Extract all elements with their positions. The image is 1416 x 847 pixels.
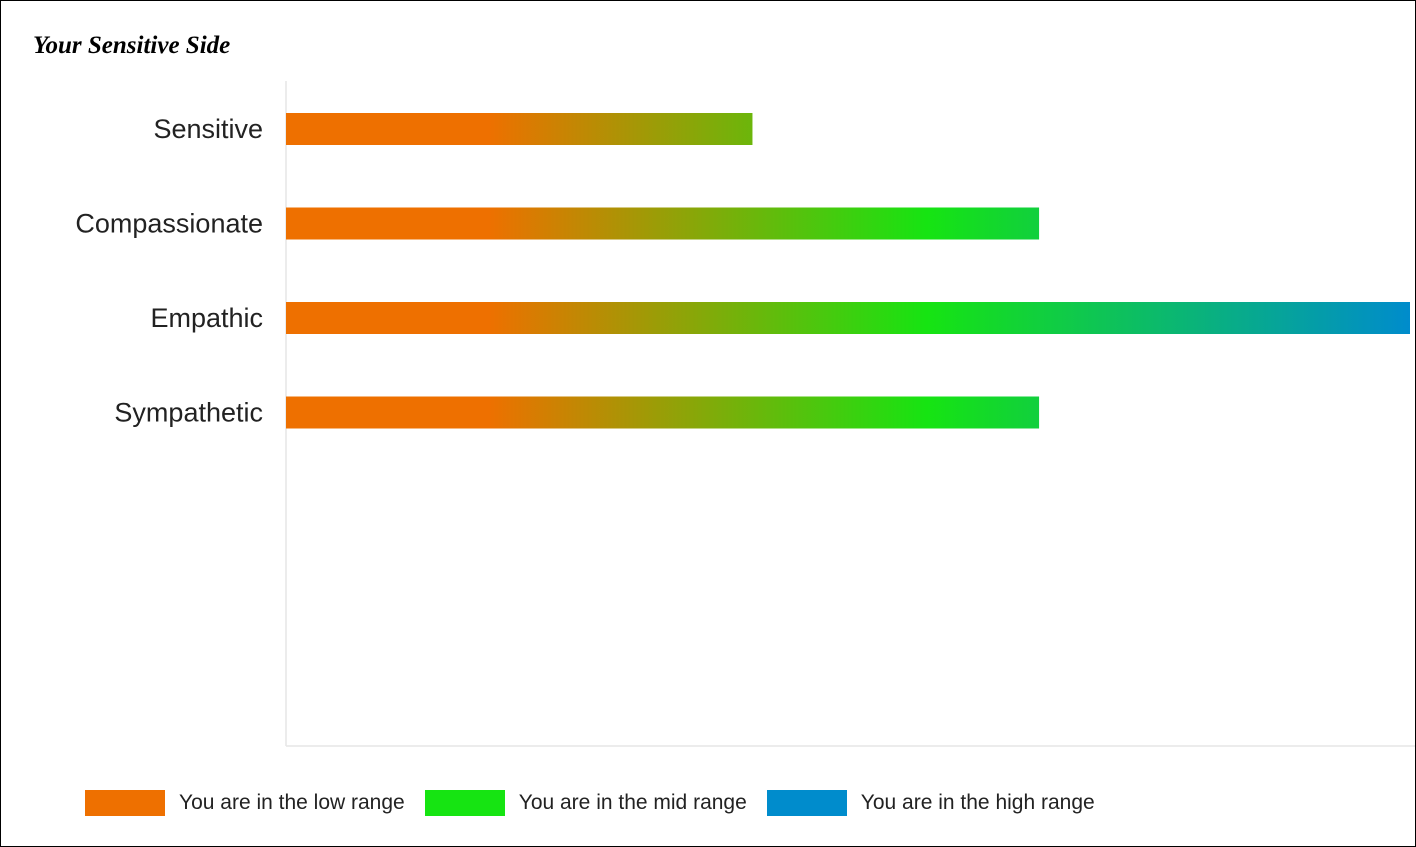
category-label-sympathetic: Sympathetic bbox=[114, 398, 263, 428]
legend-swatch-low bbox=[85, 790, 165, 816]
legend-swatch-mid bbox=[424, 790, 505, 816]
bar-sympathetic bbox=[286, 396, 1040, 429]
legend-label-mid: You are in the mid range bbox=[518, 791, 747, 814]
legend-item-low: You are in the low range bbox=[85, 790, 405, 816]
category-label-compassionate: Compassionate bbox=[75, 209, 263, 239]
category-label-sensitive: Sensitive bbox=[153, 114, 263, 144]
bar-sensitive bbox=[286, 113, 753, 145]
chart-title: Your Sensitive Side bbox=[33, 32, 231, 59]
chart-legend: You are in the low range You are in the … bbox=[85, 788, 1115, 818]
legend-label-high: You are in the high range bbox=[860, 791, 1095, 814]
bar-empathic bbox=[286, 302, 1410, 334]
bar-compassionate bbox=[286, 207, 1040, 240]
legend-item-high: You are in the high range bbox=[766, 790, 1095, 816]
legend-swatch-high bbox=[766, 790, 847, 816]
category-label-empathic: Empathic bbox=[150, 303, 263, 333]
legend-item-mid: You are in the mid range bbox=[424, 790, 747, 816]
legend-label-low: You are in the low range bbox=[179, 791, 405, 814]
